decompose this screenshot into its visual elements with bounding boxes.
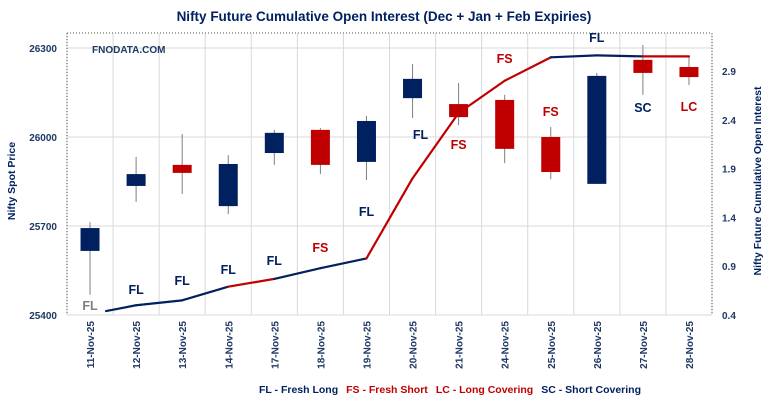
y-tick-label: 26000 bbox=[29, 133, 57, 144]
annotation-label: FL bbox=[413, 128, 429, 142]
y2-tick-label: 2.4 bbox=[722, 116, 736, 127]
annotation-label: FL bbox=[359, 205, 375, 219]
x-tick-label: 18-Nov-25 bbox=[316, 321, 327, 369]
watermark-text: FNODATA.COM bbox=[92, 45, 166, 56]
legend-item: FS - Fresh Short bbox=[346, 384, 428, 396]
axes: 25400 25700 26000 26300 0.4 0.9 1.4 1.9 2.4 2.9 11… bbox=[29, 44, 736, 369]
candle-body bbox=[173, 165, 192, 173]
candle-body bbox=[403, 79, 422, 98]
annotation-label: FL bbox=[128, 283, 144, 297]
y-tick-label: 26300 bbox=[29, 44, 57, 55]
y2-tick-label: 1.9 bbox=[722, 165, 736, 176]
annotation-label: FL bbox=[82, 299, 98, 313]
candle-body bbox=[541, 137, 560, 172]
x-tick-label: 20-Nov-25 bbox=[409, 321, 420, 369]
x-tick-label: 21-Nov-25 bbox=[455, 321, 466, 369]
legend-item: FL - Fresh Long bbox=[259, 384, 338, 396]
candle-body bbox=[357, 121, 376, 162]
x-tick-label: 26-Nov-25 bbox=[593, 321, 604, 369]
candle-body bbox=[311, 130, 330, 165]
annotation-label: FL bbox=[267, 254, 283, 268]
candle-body bbox=[587, 76, 606, 184]
oi-line-segment bbox=[551, 55, 597, 57]
candle-body bbox=[679, 67, 698, 77]
candle-body bbox=[449, 104, 468, 117]
annotation-label: FS bbox=[497, 52, 513, 66]
legend-item: SC - Short Covering bbox=[541, 384, 641, 396]
y2-axis-label: Nifty Future Cumulative Open Interest bbox=[752, 86, 764, 276]
legend-item: LC - Long Covering bbox=[436, 384, 533, 396]
x-tick-label: 11-Nov-25 bbox=[86, 321, 97, 369]
oi-line-segment bbox=[106, 305, 136, 311]
legend: FL - Fresh Long FS - Fresh Short LC - Long… bbox=[259, 384, 641, 396]
annotation-label: FS bbox=[312, 241, 328, 255]
annotation-label: FS bbox=[543, 105, 559, 119]
annotation-label: LC bbox=[681, 100, 698, 114]
candle-body bbox=[265, 133, 284, 153]
y2-tick-label: 2.9 bbox=[722, 67, 736, 78]
watermark: FNODATA.COM bbox=[92, 45, 166, 56]
oi-line-segment bbox=[597, 55, 643, 56]
annotation-label: FL bbox=[589, 31, 605, 45]
y2-tick-label: 1.4 bbox=[722, 213, 736, 224]
x-tick-label: 13-Nov-25 bbox=[178, 321, 189, 369]
y-tick-label: 25700 bbox=[29, 222, 57, 233]
annotation-label: FL bbox=[221, 263, 237, 277]
y2-tick-label: 0.4 bbox=[722, 311, 736, 322]
x-tick-label: 24-Nov-25 bbox=[501, 321, 512, 369]
y-axis-label: Nifty Spot Price bbox=[6, 142, 18, 220]
y-tick-label: 25400 bbox=[29, 311, 57, 322]
x-tick-label: 17-Nov-25 bbox=[270, 321, 281, 369]
x-tick-label: 14-Nov-25 bbox=[224, 321, 235, 369]
candle-body bbox=[495, 100, 514, 149]
x-tick-label: 28-Nov-25 bbox=[685, 321, 696, 369]
grid bbox=[67, 33, 712, 315]
candle-body bbox=[219, 164, 238, 206]
x-tick-label: 25-Nov-25 bbox=[547, 321, 558, 369]
chart-title: Nifty Future Cumulative Open Interest (D… bbox=[177, 9, 592, 24]
x-tick-label: 12-Nov-25 bbox=[132, 321, 143, 369]
candle-body bbox=[81, 228, 100, 251]
x-tick-label: 27-Nov-25 bbox=[639, 321, 650, 369]
candle-body bbox=[633, 60, 652, 73]
annotation-label: FL bbox=[175, 274, 191, 288]
y2-tick-label: 0.9 bbox=[722, 262, 736, 273]
x-tick-label: 19-Nov-25 bbox=[362, 321, 373, 369]
candle-body bbox=[127, 174, 146, 186]
annotation-label: SC bbox=[634, 101, 651, 115]
annotation-label: FS bbox=[451, 138, 467, 152]
